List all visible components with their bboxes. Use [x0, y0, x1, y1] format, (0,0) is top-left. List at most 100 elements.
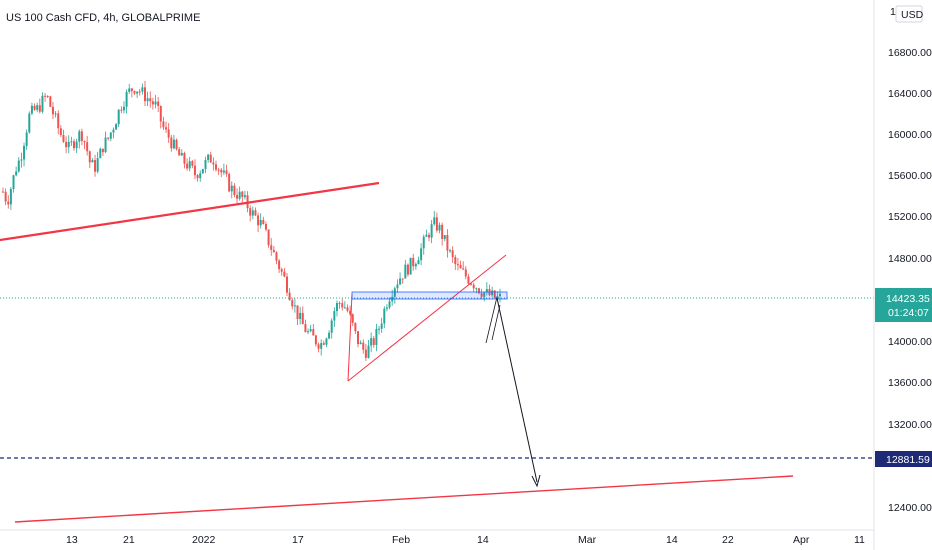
candle-body: [430, 224, 433, 238]
candle-body: [322, 343, 325, 345]
symbol-title: US 100 Cash CFD, 4h, GLOBALPRIME: [6, 12, 200, 24]
candle-body: [20, 159, 23, 161]
candle-body: [288, 292, 291, 301]
rising-wedge-left-edge: [347, 293, 353, 382]
candle-body: [404, 264, 407, 279]
candle-body: [425, 234, 428, 237]
candle-body: [73, 141, 75, 149]
time-axis-tick-label: 14: [666, 534, 678, 546]
candle-body: [459, 264, 462, 269]
price-axis-tick-label: 13200.00: [888, 419, 932, 431]
candle-body: [30, 105, 33, 114]
candle-body: [346, 307, 349, 311]
candle-body: [138, 91, 141, 93]
time-axis-tick-label: 21: [123, 534, 135, 546]
candle-body: [335, 303, 338, 312]
candle-body: [75, 141, 78, 149]
candle-body: [233, 185, 236, 196]
price-axis-tick-label: 16000.00: [888, 129, 932, 141]
candle-body: [112, 129, 115, 133]
candle-body: [293, 305, 296, 307]
time-axis-tick-label: 11: [854, 534, 865, 546]
candle-body: [328, 332, 331, 339]
time-axis-tick-label: 2022: [192, 534, 216, 546]
candle-body: [70, 141, 73, 143]
candle-body: [385, 307, 388, 309]
candle-body: [33, 105, 36, 110]
candle-body: [144, 87, 146, 102]
candle-body: [59, 128, 62, 136]
candle-body: [262, 219, 265, 225]
candle-body: [241, 191, 244, 198]
candle-body: [23, 145, 26, 160]
candle-body: [159, 105, 162, 122]
time-axis-tick-label: 22: [722, 534, 734, 546]
candle-body: [212, 162, 215, 165]
candle-body: [104, 137, 107, 153]
candlestick-series: [2, 80, 501, 362]
candle-body: [388, 301, 391, 308]
time-axis-tick-label: 17: [292, 534, 304, 546]
price-axis-tick-label: 14000.00: [888, 336, 932, 348]
candle-body: [333, 311, 336, 321]
price-axis-tick-label: 12400.00: [888, 502, 932, 514]
candle-body: [141, 87, 144, 92]
candle-body: [286, 276, 288, 293]
currency-button[interactable]: [895, 5, 923, 23]
candle-body: [180, 152, 183, 156]
upper-trendline: [0, 181, 380, 242]
candle-body: [338, 303, 341, 305]
flag-channel-line-lower: [491, 304, 501, 341]
resistance-zone-box[interactable]: [351, 291, 508, 300]
candle-body: [25, 132, 28, 146]
candle-body: [17, 160, 20, 172]
candle-body: [220, 169, 223, 173]
candle-body: [122, 106, 125, 111]
candle-body: [170, 137, 173, 149]
projection-arrowhead: [531, 474, 541, 488]
candle-body: [496, 296, 499, 298]
candle-body: [396, 284, 399, 289]
candle-body: [57, 113, 60, 129]
price-axis[interactable]: 16800.00 16400.00 16000.00 15600.00 15200.00…: [888, 6, 932, 514]
candle-body: [125, 91, 128, 107]
candle-body: [259, 219, 262, 226]
candle-body: [146, 98, 149, 102]
candle-body: [49, 96, 52, 107]
candle-body: [275, 252, 278, 261]
candle-body: [485, 289, 488, 293]
candle-body: [343, 307, 346, 309]
candle-body: [470, 283, 473, 285]
candle-body: [149, 98, 152, 102]
time-axis[interactable]: 13 21 2022 17 Feb 14 Mar 14 22 Apr 11: [66, 534, 865, 546]
flag-channel-line: [485, 296, 498, 344]
candle-body: [91, 160, 94, 163]
candle-body: [314, 335, 317, 345]
candle-body: [359, 342, 362, 345]
candle-body: [372, 338, 375, 345]
candle-body: [136, 91, 139, 94]
candle-body: [128, 88, 131, 92]
candle-body: [157, 101, 160, 106]
candle-body: [99, 148, 102, 159]
candle-body: [54, 113, 57, 115]
candle-body: [88, 151, 91, 163]
candle-body: [304, 324, 307, 333]
currency-button-label[interactable]: USD: [901, 9, 924, 21]
candle-body: [65, 141, 68, 148]
lower-support-trendline: [14, 475, 794, 523]
candle-body: [83, 140, 86, 143]
candle-body: [193, 165, 196, 176]
candle-body: [417, 260, 420, 265]
candle-body: [320, 343, 323, 349]
candle-body: [291, 300, 294, 307]
candle-body: [462, 268, 465, 270]
candle-body: [270, 245, 273, 250]
candle-body: [236, 195, 239, 199]
candle-body: [480, 293, 483, 297]
target-price-value: 12881.59: [886, 454, 930, 466]
candle-body: [330, 320, 333, 333]
candle-body: [441, 224, 444, 239]
candle-body: [449, 250, 452, 252]
